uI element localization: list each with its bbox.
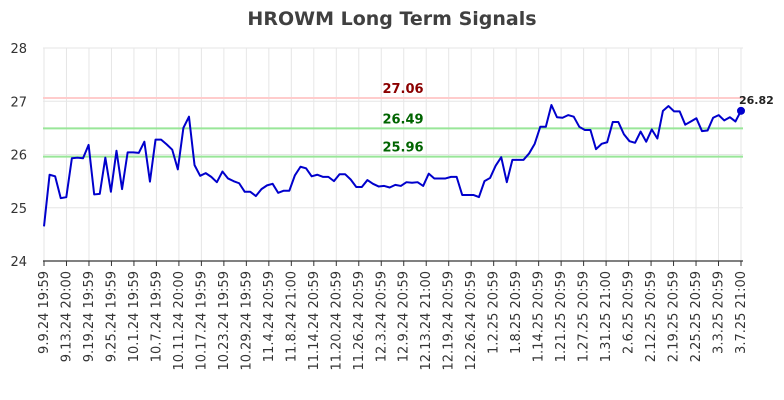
x-tick-label: 1.31.25 21:00 [599, 271, 614, 362]
x-tick-label: 11.20.24 20:59 [329, 271, 344, 371]
x-tick-label: 2.12.25 20:59 [644, 271, 659, 362]
x-tick-label: 10.1.24 19:59 [127, 271, 142, 362]
x-axis-ticks: 9.9.24 19:59 9.13.24 20:00 9.19.24 19:59 9.… [37, 261, 749, 371]
x-tick-label: 10.29.24 19:59 [239, 271, 254, 371]
last-value-label: 26.82 [739, 94, 774, 107]
x-tick-label: 10.23.24 19:59 [217, 271, 232, 371]
x-tick-label: 11.14.24 20:59 [307, 271, 322, 371]
y-tick-label: 27 [10, 95, 27, 110]
grid [43, 47, 743, 262]
x-tick-label: 10.17.24 19:59 [194, 271, 209, 371]
last-value-marker: 26.82 [737, 94, 774, 115]
chart-title: HROWM Long Term Signals [247, 8, 536, 30]
x-tick-label: 10.11.24 20:00 [172, 271, 187, 371]
x-tick-label: 12.19.24 20:59 [442, 271, 457, 371]
x-tick-label: 1.2.25 20:59 [487, 271, 502, 354]
x-tick-label: 12.9.24 20:59 [397, 271, 412, 362]
y-tick-label: 25 [10, 202, 27, 217]
x-tick-label: 1.14.25 20:59 [532, 271, 547, 362]
x-tick-label: 9.13.24 20:00 [59, 271, 74, 362]
price-series [43, 103, 742, 227]
x-tick-label: 1.21.25 20:59 [554, 271, 569, 362]
x-tick-label: 11.26.24 20:59 [352, 271, 367, 371]
x-tick-label: 2.19.25 20:59 [667, 271, 682, 362]
y-tick-label: 26 [10, 149, 27, 164]
x-tick-label: 11.4.24 20:59 [262, 271, 277, 362]
signal-lines: 27.06 26.49 25.96 [43, 82, 743, 158]
x-tick-label: 1.8.25 20:59 [509, 271, 524, 354]
y-axis-ticks: 24 25 26 27 28 [10, 42, 27, 270]
x-tick-label: 10.7.24 19:59 [149, 271, 164, 362]
last-point [737, 106, 745, 115]
x-tick-label: 2.25.25 20:59 [689, 271, 704, 362]
price-line [43, 103, 742, 227]
x-tick-label: 12.26.24 20:59 [464, 271, 479, 371]
x-tick-label: 12.13.24 21:00 [419, 271, 434, 371]
x-tick-label: 3.3.25 20:59 [712, 271, 727, 354]
signal-label: 27.06 [382, 82, 423, 97]
x-tick-label: 2.6.25 20:59 [622, 271, 637, 354]
x-tick-label: 12.3.24 20:59 [374, 271, 389, 362]
y-tick-label: 28 [10, 42, 27, 57]
x-tick-label: 11.8.24 21:00 [284, 271, 299, 362]
x-tick-label: 3.7.25 21:00 [734, 271, 749, 354]
x-tick-label: 1.27.25 20:59 [577, 271, 592, 362]
x-tick-label: 9.25.24 19:59 [104, 271, 119, 362]
y-tick-label: 24 [10, 255, 27, 270]
x-tick-label: 9.19.24 19:59 [82, 271, 97, 362]
x-tick-label: 9.9.24 19:59 [37, 271, 52, 354]
signal-label: 25.96 [382, 141, 423, 156]
signal-label: 26.49 [382, 112, 423, 127]
